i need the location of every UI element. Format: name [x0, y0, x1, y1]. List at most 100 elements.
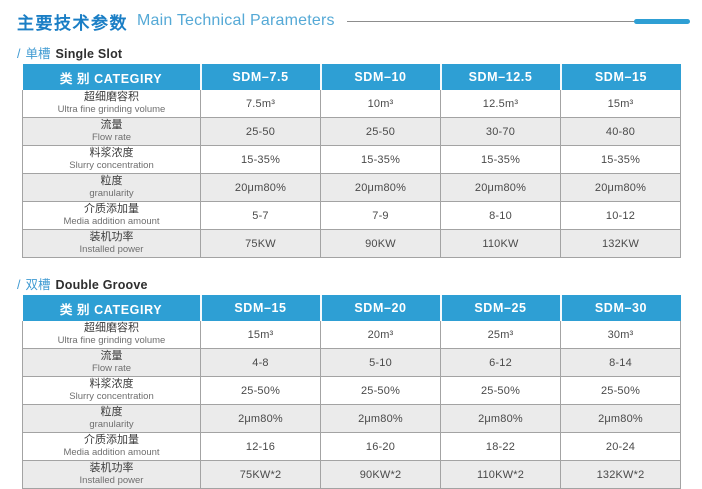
section-label-zh: 双槽 — [25, 278, 51, 292]
value-cell: 40-80 — [560, 117, 681, 146]
value-cell: 110KW*2 — [440, 460, 561, 489]
table-row: 料浆浓度 Slurry concentration 25-50% 25-50% 25-5… — [22, 376, 681, 405]
table-header-row: 类 别 CATEGIRY SDM–7.5 SDM–10 SDM–12.5 SDM–15 — [22, 64, 681, 90]
value-cell: 25-50 — [320, 117, 441, 146]
table-row: 超细磨容积 Ultra fine grinding volume 15m³ 20m³ 2… — [22, 321, 681, 349]
row-label-zh: 粒度 — [100, 175, 123, 188]
value-cell: 20μm80% — [320, 173, 441, 202]
row-label-en: Slurry concentration — [69, 159, 154, 171]
title-rule-accent-bar — [634, 18, 690, 24]
value-cell: 15m³ — [560, 90, 681, 118]
value-cell: 75KW*2 — [200, 460, 321, 489]
value-cell: 2μm80% — [320, 404, 441, 433]
row-label-zh: 介质添加量 — [84, 203, 139, 216]
value-cell: 6-12 — [440, 348, 561, 377]
row-label-zh: 粒度 — [100, 406, 123, 419]
row-label-en: Flow rate — [91, 131, 132, 143]
model-header-cell: SDM–10 — [319, 64, 441, 90]
value-cell: 90KW*2 — [320, 460, 441, 489]
table-row: 流量 Flow rate 25-50 25-50 30-70 40-80 — [22, 117, 681, 146]
model-header-cell: SDM–30 — [559, 295, 681, 321]
value-cell: 30-70 — [440, 117, 561, 146]
value-cell: 20m³ — [320, 321, 441, 349]
value-cell: 8-10 — [440, 201, 561, 230]
model-header-cell: SDM–25 — [439, 295, 561, 321]
row-label-en: granularity — [89, 418, 134, 430]
table-row: 装机功率 Installed power 75KW*2 90KW*2 110KW*2 13… — [22, 460, 681, 489]
row-label-zh: 介质添加量 — [84, 434, 139, 447]
table-row: 装机功率 Installed power 75KW 90KW 110KW 132KW — [22, 229, 681, 258]
model-header-cell: SDM–15 — [199, 295, 321, 321]
value-cell: 7.5m³ — [200, 90, 321, 118]
row-label-cell: 粒度 granularity — [22, 404, 201, 433]
table-row: 超细磨容积 Ultra fine grinding volume 7.5m³ 10m³… — [22, 90, 681, 118]
value-cell: 20μm80% — [560, 173, 681, 202]
row-label-en: granularity — [89, 187, 134, 199]
value-cell: 20-24 — [560, 432, 681, 461]
row-label-cell: 料浆浓度 Slurry concentration — [22, 376, 201, 405]
value-cell: 132KW — [560, 229, 681, 258]
section-label-zh: 单槽 — [25, 47, 51, 61]
model-header-cell: SDM–20 — [319, 295, 441, 321]
section-label-double-groove: / 双槽 Double Groove — [17, 274, 690, 292]
value-cell: 4-8 — [200, 348, 321, 377]
value-cell: 15-35% — [440, 145, 561, 174]
value-cell: 25-50% — [320, 376, 441, 405]
model-header-cell: SDM–15 — [559, 64, 681, 90]
row-label-zh: 超细磨容积 — [84, 91, 139, 104]
row-label-cell: 粒度 granularity — [22, 173, 201, 202]
table-row: 料浆浓度 Slurry concentration 15-35% 15-35% 15-3… — [22, 145, 681, 174]
value-cell: 18-22 — [440, 432, 561, 461]
row-label-en: Installed power — [79, 474, 144, 486]
table-row: 粒度 granularity 2μm80% 2μm80% 2μm80% 2μm80% — [22, 404, 681, 433]
section-label-en: Double Groove — [55, 278, 148, 292]
page-title: 主要技术参数 Main Technical Parameters — [17, 8, 690, 34]
value-cell: 90KW — [320, 229, 441, 258]
table-header-row: 类 别 CATEGIRY SDM–15 SDM–20 SDM–25 SDM–30 — [22, 295, 681, 321]
value-cell: 16-20 — [320, 432, 441, 461]
row-label-zh: 料浆浓度 — [89, 147, 134, 160]
value-cell: 12-16 — [200, 432, 321, 461]
value-cell: 15-35% — [320, 145, 441, 174]
section-label-single-slot: / 单槽 Single Slot — [17, 43, 690, 61]
row-label-zh: 装机功率 — [89, 462, 134, 475]
row-label-zh: 装机功率 — [89, 231, 134, 244]
value-cell: 25m³ — [440, 321, 561, 349]
technical-parameters-page: 主要技术参数 Main Technical Parameters / 单槽 Si… — [17, 8, 690, 489]
page-title-en: Main Technical Parameters — [137, 12, 335, 29]
row-label-en: Media addition amount — [63, 446, 160, 458]
model-header-cell: SDM–7.5 — [199, 64, 321, 90]
row-label-cell: 流量 Flow rate — [22, 117, 201, 146]
row-label-cell: 流量 Flow rate — [22, 348, 201, 377]
page-title-zh: 主要技术参数 — [17, 13, 128, 33]
section-slash: / — [17, 47, 21, 61]
value-cell: 7-9 — [320, 201, 441, 230]
value-cell: 20μm80% — [440, 173, 561, 202]
row-label-en: Media addition amount — [63, 215, 160, 227]
category-header-cell: 类 别 CATEGIRY — [22, 64, 201, 90]
value-cell: 2μm80% — [560, 404, 681, 433]
row-label-en: Slurry concentration — [69, 390, 154, 402]
value-cell: 30m³ — [560, 321, 681, 349]
value-cell: 15m³ — [200, 321, 321, 349]
value-cell: 15-35% — [200, 145, 321, 174]
value-cell: 25-50% — [560, 376, 681, 405]
value-cell: 5-10 — [320, 348, 441, 377]
value-cell: 2μm80% — [200, 404, 321, 433]
row-label-cell: 装机功率 Installed power — [22, 229, 201, 258]
category-header-cell: 类 别 CATEGIRY — [22, 295, 201, 321]
value-cell: 75KW — [200, 229, 321, 258]
section-label-en: Single Slot — [55, 47, 123, 61]
row-label-cell: 料浆浓度 Slurry concentration — [22, 145, 201, 174]
row-label-cell: 介质添加量 Media addition amount — [22, 201, 201, 230]
value-cell: 110KW — [440, 229, 561, 258]
value-cell: 20μm80% — [200, 173, 321, 202]
model-header-cell: SDM–12.5 — [439, 64, 561, 90]
row-label-en: Ultra fine grinding volume — [57, 103, 166, 115]
table-row: 介质添加量 Media addition amount 12-16 16-20 18-2… — [22, 432, 681, 461]
value-cell: 10-12 — [560, 201, 681, 230]
row-label-zh: 超细磨容积 — [84, 322, 139, 335]
section-slash: / — [17, 278, 21, 292]
title-rule-line — [346, 18, 690, 24]
value-cell: 25-50 — [200, 117, 321, 146]
